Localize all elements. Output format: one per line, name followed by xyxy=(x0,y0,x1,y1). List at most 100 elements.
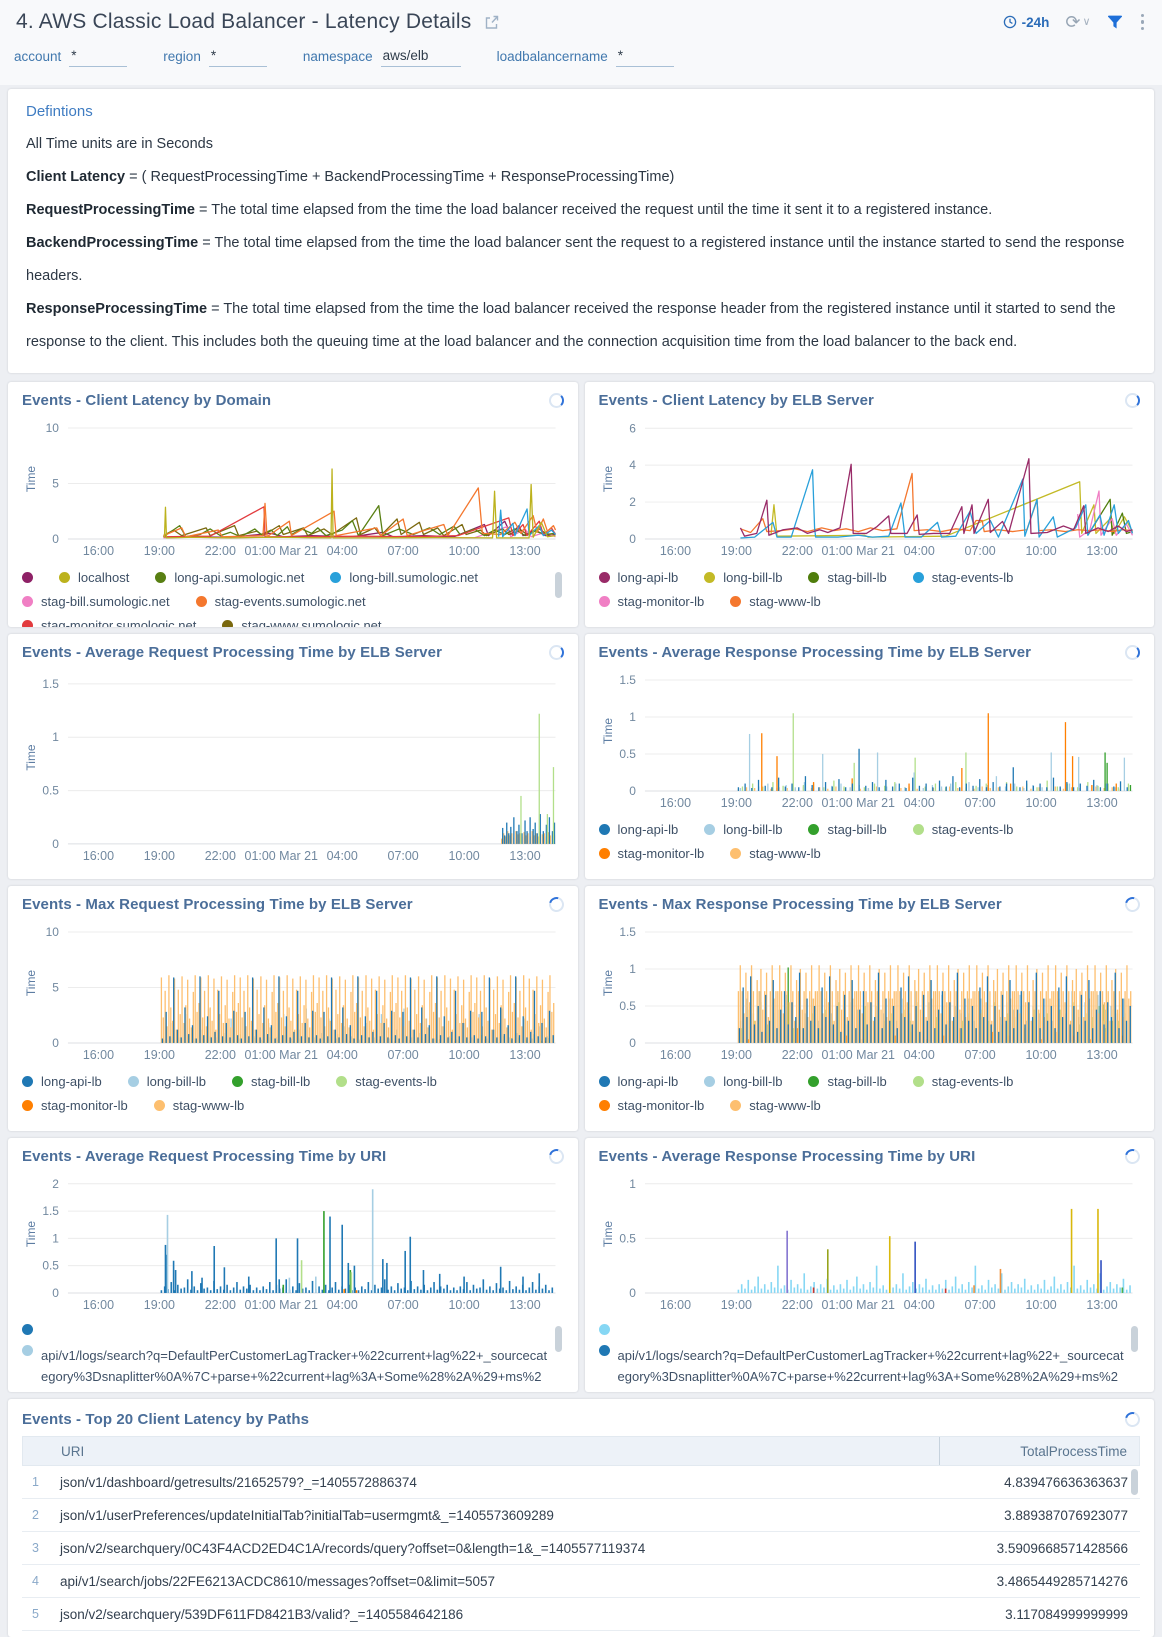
clock-icon xyxy=(1003,15,1016,29)
legend-label: stag-monitor-lb xyxy=(617,1098,705,1113)
chart-canvas[interactable]: 0 0.5 1 1.5 16:00 19:00 22:00 01:00 Mar 21 04:00… xyxy=(599,663,1141,818)
legend-dot-icon xyxy=(704,824,716,835)
svg-text:16:00: 16:00 xyxy=(83,1048,114,1062)
legend-item[interactable]: stag-events-lb xyxy=(912,1074,1013,1089)
legend-scrollbar[interactable] xyxy=(554,572,562,598)
svg-text:19:00: 19:00 xyxy=(144,1048,175,1062)
legend-item[interactable]: stag-www-lb xyxy=(153,1098,245,1113)
svg-text:5: 5 xyxy=(52,980,59,994)
filter-namespace: namespace aws/elb xyxy=(303,48,461,67)
chart-canvas[interactable]: 0 2 4 6 16:00 19:00 22:00 01:00 Mar 21 04:00 07:0… xyxy=(599,411,1141,566)
chart-canvas[interactable]: 0 0.5 1 16:00 19:00 22:00 01:00 Mar 21 04:00 07:… xyxy=(599,1167,1141,1320)
legend-item[interactable] xyxy=(22,1324,550,1335)
table-col-uri: URI xyxy=(61,1443,85,1459)
chart-title: Events - Average Response Processing Tim… xyxy=(598,1148,976,1165)
legend-label: stag-www-lb xyxy=(172,1098,245,1113)
filter-value-input[interactable]: * xyxy=(69,48,128,67)
legend-item[interactable]: long-api-lb xyxy=(598,1074,678,1089)
filter-value-input[interactable]: * xyxy=(208,48,267,67)
legend-item[interactable]: stag-events-lb xyxy=(912,822,1013,837)
legend-label: localhost xyxy=(78,570,130,585)
legend-item[interactable]: localhost xyxy=(59,570,129,585)
legend-item[interactable]: api/v1/logs/search?q=DefaultPerCustomerL… xyxy=(598,1345,1127,1392)
legend-label: stag-events.sumologic.net xyxy=(214,594,366,609)
legend-dot-icon xyxy=(59,572,70,583)
time-range-button[interactable]: -24h xyxy=(1003,15,1049,30)
legend-label: long-bill-lb xyxy=(723,1074,783,1089)
svg-text:04:00: 04:00 xyxy=(327,1048,358,1062)
dashboard-header: 4. AWS Classic Load Balancer - Latency D… xyxy=(0,0,1162,38)
chart-legend: api/v1/logs/search?q=DefaultPerCustomerL… xyxy=(598,1324,1141,1392)
chart-canvas[interactable]: 0 5 10 16:00 19:00 22:00 01:00 Mar 21 04:00 07:0… xyxy=(22,411,564,566)
svg-text:10:00: 10:00 xyxy=(448,849,479,863)
svg-text:0: 0 xyxy=(629,1286,636,1300)
legend-label: long-bill-lb xyxy=(146,1074,206,1089)
svg-text:19:00: 19:00 xyxy=(720,1048,751,1062)
svg-text:13:00: 13:00 xyxy=(509,1048,540,1062)
legend-label: api/v1/logs/search?q=DefaultPerCustomerL… xyxy=(41,1348,548,1392)
legend-scrollbar[interactable] xyxy=(554,1326,562,1352)
svg-text:10: 10 xyxy=(46,421,60,435)
legend-label: long-bill-lb xyxy=(723,822,783,837)
legend-item[interactable] xyxy=(22,570,33,585)
filter-funnel-icon[interactable] xyxy=(1107,15,1123,30)
row-number: 1 xyxy=(32,1475,39,1489)
svg-text:16:00: 16:00 xyxy=(659,1298,690,1312)
legend-dot-icon xyxy=(222,620,234,627)
legend-item[interactable]: stag-monitor-lb xyxy=(598,1098,705,1113)
legend-item[interactable]: stag-monitor.sumologic.net xyxy=(22,618,196,627)
svg-text:07:00: 07:00 xyxy=(388,1298,419,1312)
legend-item[interactable]: stag-bill-lb xyxy=(231,1074,310,1089)
chart-canvas[interactable]: 0 0.5 1 1.5 16:00 19:00 22:00 01:00 Mar 21 04:00… xyxy=(599,915,1141,1070)
filter-value-input[interactable]: * xyxy=(615,48,674,67)
legend-item[interactable]: long-bill-lb xyxy=(704,570,782,585)
legend-label: stag-events-lb xyxy=(931,570,1014,585)
chart-canvas[interactable]: 0 0.5 1 1.5 16:00 19:00 22:00 01:00 Mar 21 04:00… xyxy=(22,663,564,871)
table-row: 3 json/v2/searchquery/0C43F4ACD2ED4C1A/re… xyxy=(22,1532,1140,1565)
legend-scrollbar[interactable] xyxy=(1131,1326,1138,1352)
legend-item[interactable]: stag-events.sumologic.net xyxy=(195,594,366,609)
share-icon[interactable] xyxy=(483,14,500,31)
legend-item[interactable]: stag-www-lb xyxy=(730,846,821,861)
legend-item[interactable]: long-bill-lb xyxy=(704,822,782,837)
chart-canvas[interactable]: 0 0.5 1 1.5 2 16:00 19:00 22:00 01:00 Mar 21 04:0… xyxy=(22,1167,564,1320)
legend-item[interactable] xyxy=(598,1324,1127,1335)
legend-item[interactable]: stag-monitor-lb xyxy=(598,846,704,861)
legend-item[interactable]: long-api-lb xyxy=(22,1074,102,1089)
definitions-title: Defintions xyxy=(26,103,93,120)
legend-item[interactable]: long-api.sumologic.net xyxy=(155,570,304,585)
legend-item[interactable]: long-bill-lb xyxy=(127,1074,206,1089)
refresh-button[interactable]: ⟳ ∨ xyxy=(1065,13,1090,31)
svg-text:19:00: 19:00 xyxy=(720,544,751,558)
table-scrollbar[interactable] xyxy=(1131,1469,1138,1495)
kebab-menu-icon[interactable] xyxy=(1139,12,1147,33)
svg-text:Time: Time xyxy=(24,744,38,770)
legend-item[interactable]: stag-www-lb xyxy=(730,594,821,609)
svg-text:10:00: 10:00 xyxy=(448,544,479,558)
legend-item[interactable]: long-bill-lb xyxy=(704,1074,782,1089)
legend-label: stag-bill.sumologic.net xyxy=(41,594,170,609)
legend-dot-icon xyxy=(730,1100,742,1111)
filter-value-input[interactable]: aws/elb xyxy=(380,48,461,67)
legend-item[interactable]: stag-bill-lb xyxy=(808,1074,887,1089)
legend-item[interactable]: stag-www-lb xyxy=(730,1098,821,1113)
svg-text:01:00 Mar 21: 01:00 Mar 21 xyxy=(821,1298,895,1312)
legend-item[interactable]: long-api-lb xyxy=(598,570,678,585)
legend-item[interactable]: stag-bill-lb xyxy=(808,570,887,585)
legend-item[interactable]: stag-www.sumologic.net xyxy=(222,618,382,627)
legend-item[interactable]: long-bill.sumologic.net xyxy=(330,570,478,585)
legend-item[interactable]: stag-monitor-lb xyxy=(22,1098,128,1113)
svg-text:13:00: 13:00 xyxy=(509,849,540,863)
svg-text:1.5: 1.5 xyxy=(42,677,59,691)
svg-text:16:00: 16:00 xyxy=(659,544,690,558)
legend-item[interactable]: api/v1/logs/search?q=DefaultPerCustomerL… xyxy=(22,1345,550,1392)
chart-canvas[interactable]: 0 5 10 16:00 19:00 22:00 01:00 Mar 21 04:00 07:0… xyxy=(22,915,564,1070)
legend-item[interactable]: stag-events-lb xyxy=(912,570,1014,585)
legend-item[interactable]: stag-bill-lb xyxy=(808,822,887,837)
legend-dot-icon xyxy=(730,848,742,859)
legend-item[interactable]: stag-bill.sumologic.net xyxy=(22,594,170,609)
legend-item[interactable]: long-api-lb xyxy=(598,822,678,837)
row-uri: json/v2/searchquery/0C43F4ACD2ED4C1A/rec… xyxy=(60,1540,646,1556)
legend-item[interactable]: stag-events-lb xyxy=(336,1074,437,1089)
legend-item[interactable]: stag-monitor-lb xyxy=(598,594,704,609)
